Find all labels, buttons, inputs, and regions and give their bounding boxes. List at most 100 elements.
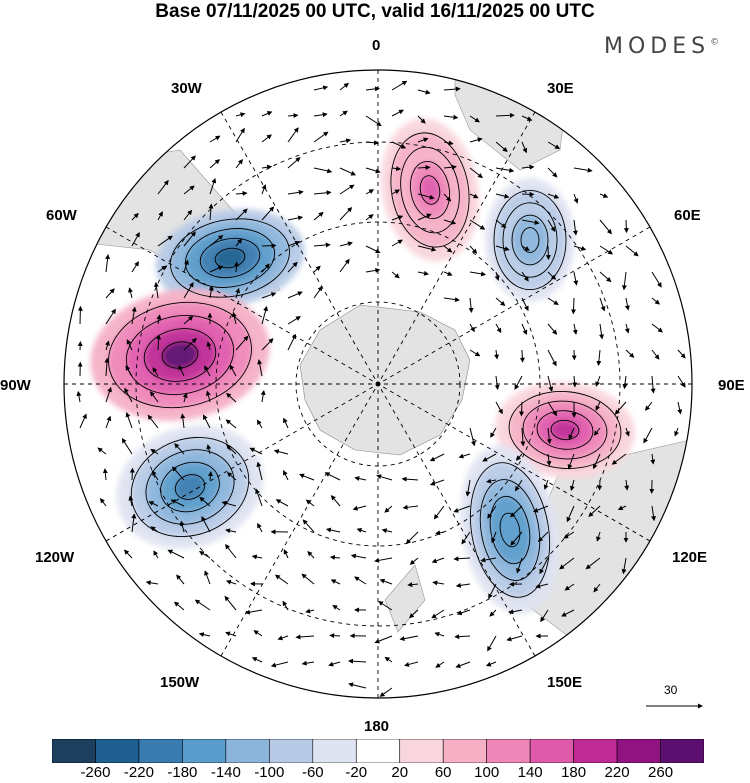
wind-vector <box>229 364 237 377</box>
wind-vector <box>244 609 263 615</box>
wind-vector <box>255 488 263 507</box>
wind-vector <box>251 554 263 560</box>
wind-vector <box>235 127 245 143</box>
wind-vector <box>261 292 277 299</box>
wind-vector <box>153 550 159 559</box>
wind-vector <box>495 323 502 334</box>
wind-vector <box>171 466 185 481</box>
wind-vector <box>510 531 523 546</box>
colorbar-tick-label: 140 <box>517 764 543 781</box>
wind-vector <box>287 113 299 119</box>
south-pole <box>375 381 381 387</box>
brand-text: MODES <box>604 34 711 59</box>
wind-vector <box>651 323 663 333</box>
wind-vector <box>384 505 393 513</box>
wind-vector <box>391 166 402 172</box>
wind-vector <box>495 141 508 153</box>
wind-vector <box>105 340 110 351</box>
wind-vector <box>443 86 461 92</box>
colorbar-swatch <box>225 739 270 763</box>
wind-vector <box>547 401 558 417</box>
wind-vector <box>105 254 111 273</box>
wind-vector <box>624 297 630 311</box>
wind-vector <box>365 86 380 92</box>
wind-vector <box>206 341 212 351</box>
lon-label-60w: 60W <box>46 207 77 224</box>
wind-vector <box>209 177 217 195</box>
colorbar-tick-label: 260 <box>648 764 674 781</box>
wind-vector <box>124 387 133 403</box>
wind-vector <box>495 193 510 199</box>
wind-vector <box>443 297 460 303</box>
colorbar-tick-label: 180 <box>561 764 587 781</box>
wind-vector <box>621 271 627 291</box>
wind-vector <box>379 687 393 697</box>
anomaly-band <box>420 175 440 205</box>
wind-vector <box>468 297 474 314</box>
colorbar-tick-label: -100 <box>254 764 285 781</box>
wind-vector <box>225 631 237 637</box>
wind-vector <box>365 267 381 273</box>
wind-vector <box>270 661 289 668</box>
wind-vector <box>546 453 552 467</box>
wind-vector <box>469 219 486 230</box>
colorbar-swatch <box>486 739 531 763</box>
wind-vector <box>514 375 523 390</box>
wind-vector <box>99 497 107 507</box>
chart-title: Base 07/11/2025 00 UTC, valid 16/11/2025… <box>155 1 595 22</box>
wind-vector <box>429 479 445 486</box>
wind-vector <box>339 110 348 117</box>
colorbar-swatch <box>660 739 704 763</box>
colorbar-tick-label: -180 <box>167 764 198 781</box>
lon-label-120e: 120E <box>672 549 708 566</box>
colorbar-tick-label: 220 <box>604 764 630 781</box>
anomaly-contours <box>108 132 622 598</box>
wind-vector <box>365 115 382 127</box>
lon-label-180: 180 <box>364 718 390 735</box>
wind-vector <box>183 185 195 195</box>
wind-vector <box>207 471 213 481</box>
colorbar-tick-label: -60 <box>301 764 324 781</box>
wind-vector <box>151 470 159 481</box>
wind-vector <box>404 661 419 667</box>
anomaly-contour <box>214 247 246 269</box>
wind-vector <box>599 271 612 283</box>
wind-vector <box>559 557 575 570</box>
wind-vector <box>287 291 303 299</box>
wind-vector <box>573 271 579 286</box>
wind-vector <box>465 479 471 497</box>
wind-vector <box>407 582 419 588</box>
wind-vector <box>429 453 445 462</box>
anomaly-contour <box>400 146 460 234</box>
wind-vector <box>431 557 445 564</box>
wind-vector <box>487 635 497 652</box>
wind-vector <box>491 531 497 544</box>
wind-vector <box>102 468 108 481</box>
wind-vector <box>677 349 686 359</box>
wind-vector <box>568 427 575 440</box>
wind-vector <box>650 453 656 465</box>
wind-vector <box>274 574 289 585</box>
wind-vector <box>458 453 471 459</box>
wind-vector <box>199 496 211 507</box>
wind-vector <box>572 219 578 236</box>
wind-vector <box>307 550 315 559</box>
wind-vector <box>173 601 185 611</box>
anomaly-contour <box>174 474 206 500</box>
wind-vector <box>561 609 575 617</box>
wind-vector <box>235 335 249 351</box>
wind-vector <box>611 453 627 465</box>
wind-vector <box>261 164 273 170</box>
wind-vector <box>324 472 341 481</box>
colorbar-swatch <box>138 739 183 763</box>
wind-vector <box>508 609 523 615</box>
wind-vector <box>125 365 133 377</box>
anomaly-contour <box>479 479 541 581</box>
wind-vector <box>235 112 246 118</box>
wind-vector <box>417 165 431 171</box>
wind-vector <box>347 658 367 664</box>
wind-vector <box>510 505 523 518</box>
wind-vector <box>354 476 367 481</box>
wind-vector <box>573 193 579 204</box>
anomaly-contour <box>493 189 567 291</box>
